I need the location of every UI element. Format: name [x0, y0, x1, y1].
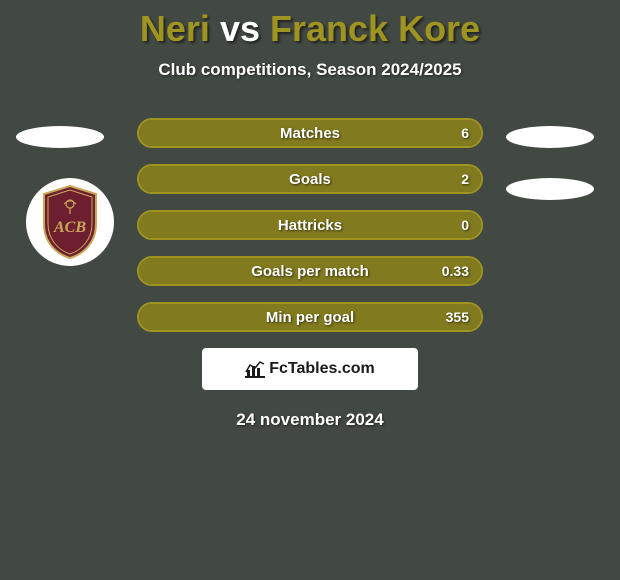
stat-right-value: 0 — [461, 217, 469, 233]
stat-row: Goals per match 0.33 — [137, 256, 483, 286]
footer-brand-box: FcTables.com — [202, 348, 418, 390]
stat-label: Matches — [280, 125, 340, 142]
stat-right-value: 0.33 — [442, 263, 469, 279]
title-player1: Neri — [140, 8, 210, 49]
footer-brand: FcTables.com — [245, 360, 375, 378]
stat-right-value: 2 — [461, 171, 469, 187]
placeholder-ellipse — [506, 178, 594, 200]
placeholder-ellipse — [16, 126, 104, 148]
subtitle: Club competitions, Season 2024/2025 — [0, 60, 620, 80]
title-player2: Franck Kore — [270, 8, 480, 49]
page-title: Neri vs Franck Kore — [0, 0, 620, 50]
date-text: 24 november 2024 — [0, 410, 620, 430]
stat-label: Hattricks — [278, 217, 342, 234]
footer-brand-text: FcTables.com — [269, 360, 375, 378]
svg-text:ACB: ACB — [53, 219, 86, 236]
stats-area: ACB Matches 6 Goals 2 Hattricks 0 Goals per ma… — [0, 118, 620, 332]
stats-bars: Matches 6 Goals 2 Hattricks 0 Goals per match 0… — [137, 118, 483, 332]
stat-label: Goals — [289, 171, 331, 188]
stat-row: Matches 6 — [137, 118, 483, 148]
title-vs: vs — [220, 8, 260, 49]
stat-row: Goals 2 — [137, 164, 483, 194]
stat-label: Min per goal — [266, 309, 354, 326]
stat-right-value: 355 — [446, 309, 469, 325]
club-badge: ACB — [26, 178, 114, 266]
stat-right-value: 6 — [461, 125, 469, 141]
stat-row: Hattricks 0 — [137, 210, 483, 240]
bar-chart-icon — [245, 360, 265, 378]
stat-label: Goals per match — [251, 263, 369, 280]
club-badge-icon: ACB — [40, 184, 100, 260]
placeholder-ellipse — [506, 126, 594, 148]
stat-row: Min per goal 355 — [137, 302, 483, 332]
